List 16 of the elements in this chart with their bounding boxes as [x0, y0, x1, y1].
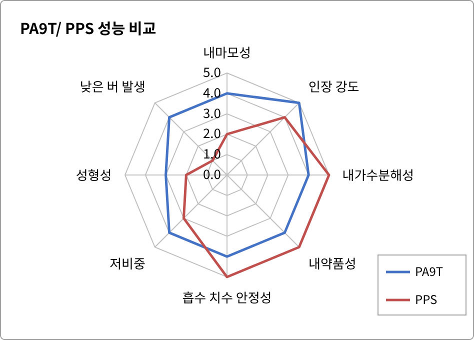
y-tick-label: 2.0	[202, 123, 221, 142]
y-tick-label: 4.0	[202, 82, 221, 102]
spoke-label: 내가수분해성	[342, 165, 414, 184]
y-tick-label: 5.0	[202, 62, 221, 81]
spoke-label: 내마모성	[203, 42, 251, 62]
spoke-label: 저비중	[110, 254, 146, 272]
spoke-label: 낮은 버 발생	[80, 76, 146, 96]
y-tick-label: 0.0	[202, 164, 221, 183]
spoke-label: 흡수 치수 안정성	[182, 287, 272, 306]
chart-title: PA9T/ PPS 성능 비교	[20, 18, 156, 39]
spoke-label: 내약품성	[308, 254, 356, 272]
spoke-label: 성형성	[76, 165, 112, 184]
y-tick-label: 3.0	[202, 102, 221, 122]
legend-label: PA9T	[415, 263, 444, 280]
legend-label: PPS	[415, 291, 438, 308]
spoke-label: 인장 강도	[308, 76, 360, 96]
